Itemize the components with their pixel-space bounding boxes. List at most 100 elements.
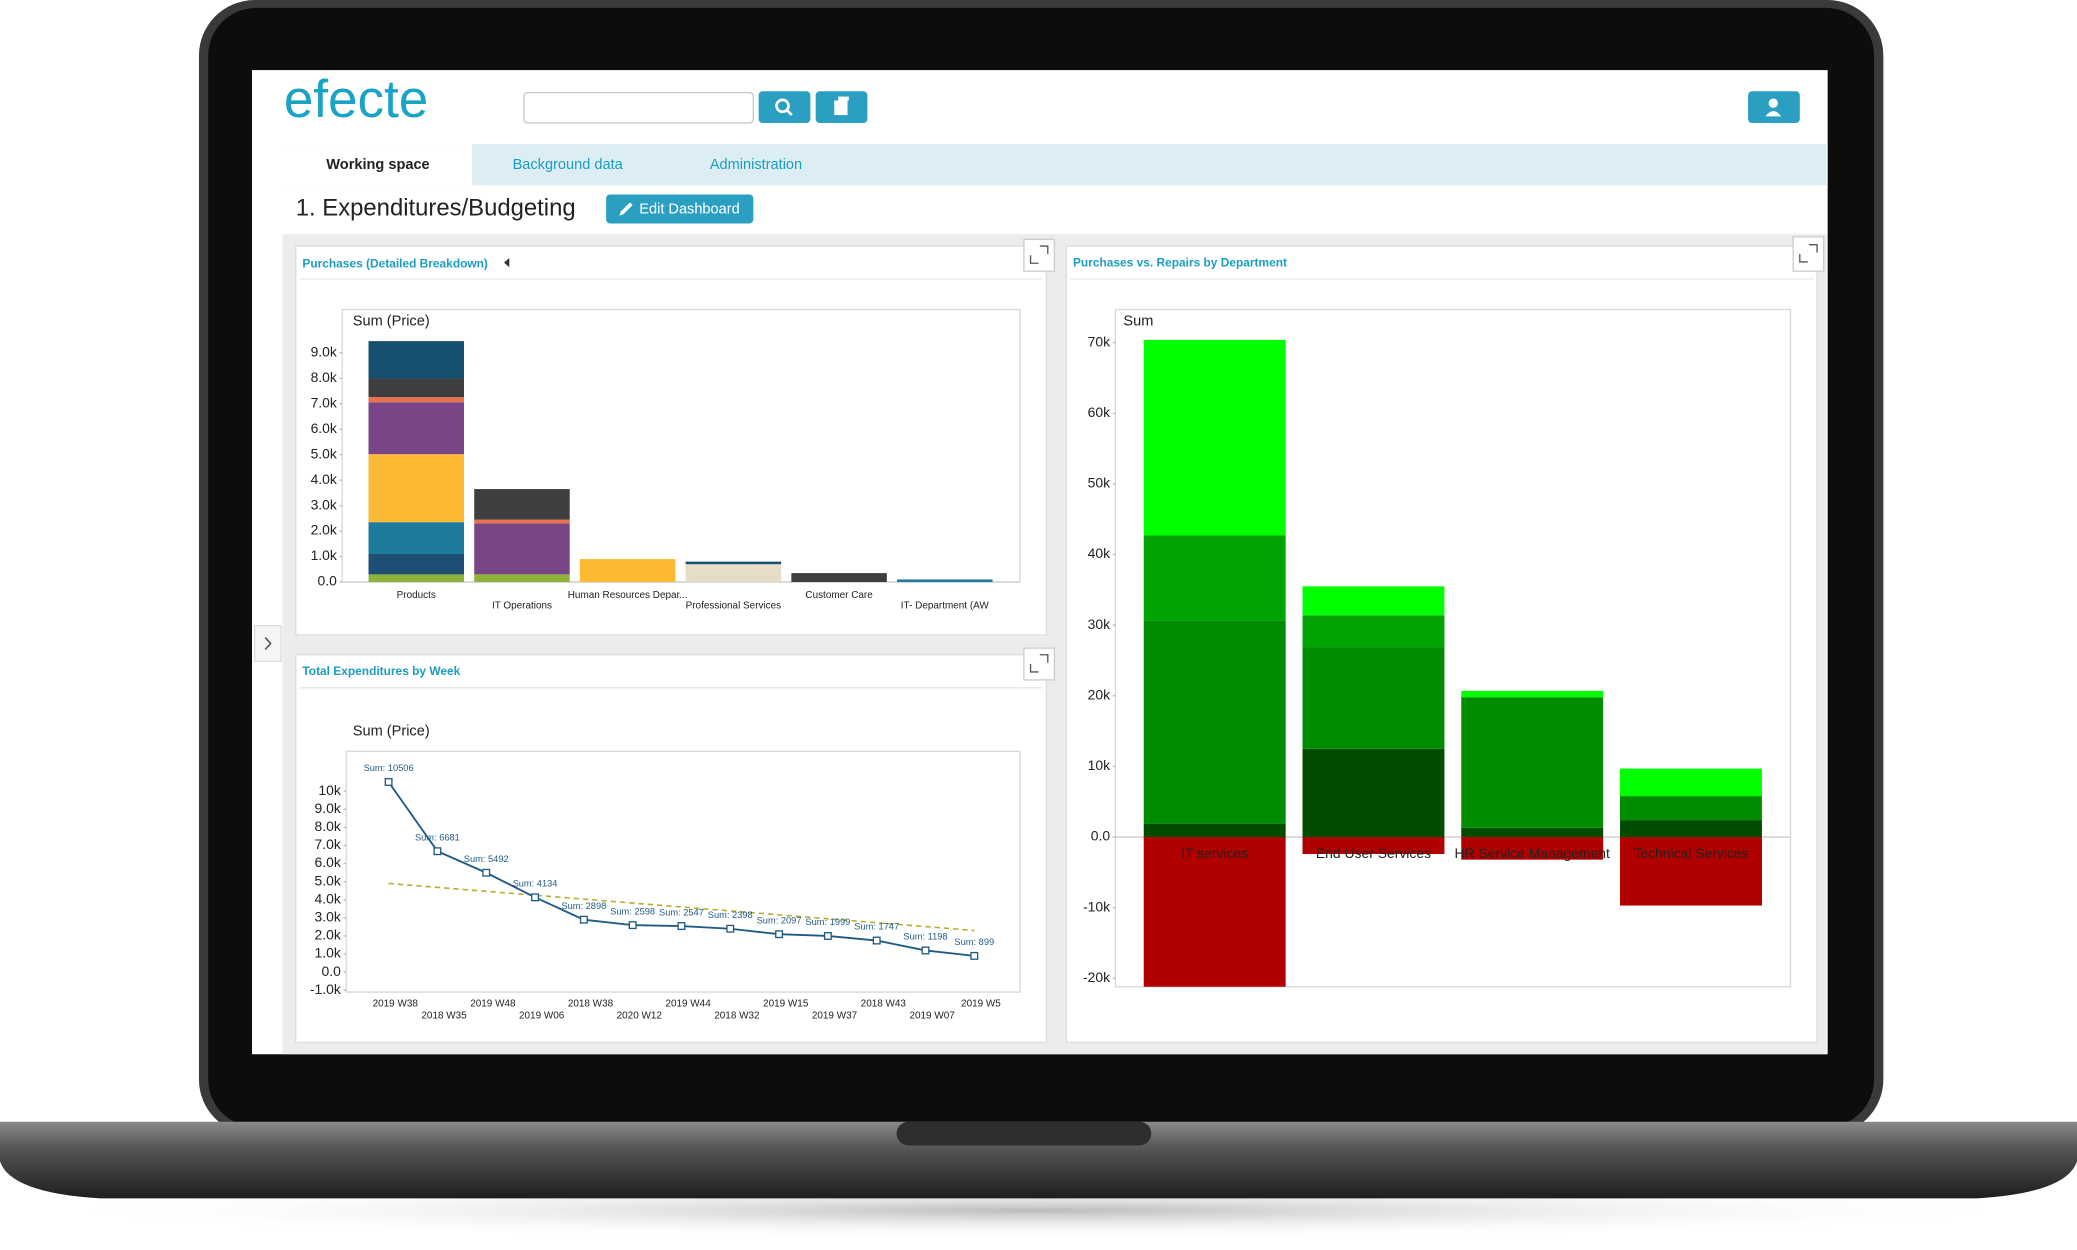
bar-segment: [368, 522, 465, 554]
bar-segment: [579, 559, 676, 583]
bar-segment: [1461, 837, 1604, 860]
data-label: Sum: 5492: [464, 854, 509, 864]
chart: Sum (Price) 0.0 1.0k 2.0k 3.0k 4.0k 5.0k 6.0k 7.…: [311, 308, 1021, 611]
x-tick-label: 2018 W38: [568, 999, 614, 1010]
y-tick-label: 40k: [1088, 545, 1110, 561]
x-tick-label: 2019 W48: [470, 999, 516, 1010]
data-label: Sum: 6681: [415, 832, 460, 842]
search-input[interactable]: [523, 91, 755, 124]
x-tick-label: 2019 W37: [812, 1011, 858, 1022]
edit-button-label[interactable]: Edit Dashboard: [639, 202, 739, 218]
expand-icon: [1029, 245, 1049, 264]
point-marker: [433, 847, 442, 856]
search-button[interactable]: [758, 91, 811, 124]
data-label: Sum: 1999: [805, 917, 850, 927]
x-tick-label: 2019 W06: [519, 1011, 565, 1022]
bar-segment: [368, 341, 465, 379]
edit-button[interactable]: [606, 194, 754, 224]
y-tick-label: 2.0k: [315, 927, 341, 943]
bar-segment: [685, 564, 782, 583]
y-tick-label: 60k: [1088, 404, 1110, 420]
x-tick-label: Products: [397, 590, 436, 601]
bar-segment: [368, 454, 465, 523]
y-tick-label: 1.0k: [311, 547, 337, 563]
expand-button[interactable]: [1792, 236, 1825, 272]
bar-segment: [1143, 837, 1286, 987]
plot-frame: [345, 750, 1021, 993]
point-marker: [531, 893, 540, 902]
bar-segment: [368, 378, 465, 398]
bar-segment: [1461, 697, 1604, 828]
point-marker: [970, 951, 979, 960]
y-tick-label: 3.0k: [311, 496, 337, 512]
bar-segment: [1143, 339, 1286, 536]
data-label: Sum: 2097: [757, 915, 802, 925]
data-label: Sum: 10506: [364, 763, 414, 773]
chart: Sum (Price) -1.0k 0.0 1.0k 2.0k 3.0k 4.0k 5.0k 6…: [310, 723, 1021, 1022]
y-axis-title: Sum: [1123, 313, 1153, 329]
x-tick-label: Professional Services: [686, 600, 782, 611]
bar-segment: [1461, 690, 1604, 698]
new-icon: [834, 100, 848, 116]
expand-button[interactable]: [1023, 647, 1056, 681]
bar-segment: [791, 573, 887, 583]
data-label: Sum: 4134: [513, 879, 558, 889]
bar-segment: [368, 553, 465, 575]
y-tick-label: -1.0k: [310, 981, 341, 997]
point-marker: [482, 868, 491, 877]
y-tick-label: 7.0k: [315, 836, 341, 852]
bar-segment: [1143, 823, 1286, 838]
data-label: Sum: 2398: [708, 910, 753, 920]
point-marker: [823, 932, 832, 940]
panel-title: Purchases (Detailed Breakdown): [302, 257, 488, 271]
x-tick-label: IT Operations: [492, 600, 552, 611]
bar-segment: [685, 561, 782, 565]
point-marker: [872, 936, 881, 945]
x-tick-label: 2019 W07: [909, 1011, 955, 1022]
tab[interactable]: Background data: [513, 157, 624, 173]
bar-segment: [368, 397, 465, 403]
y-axis-title: Sum (Price): [353, 723, 430, 739]
logo: efecte: [284, 70, 428, 129]
active-tab[interactable]: [282, 144, 473, 186]
y-tick-label: 3.0k: [315, 909, 341, 925]
y-tick-label: 6.0k: [311, 420, 337, 436]
y-tick-label: 70k: [1088, 333, 1110, 349]
bar-segment: [1620, 820, 1762, 838]
x-tick-label: 2018 W32: [714, 1011, 760, 1022]
y-tick-label: 2.0k: [311, 522, 337, 538]
x-tick-label: Customer Care: [805, 590, 873, 601]
data-label: Sum: 2547: [659, 907, 704, 917]
y-tick-label: 0.0: [322, 963, 342, 979]
x-tick-label: HR Service Management: [1455, 845, 1611, 861]
y-tick-label: 5.0k: [311, 445, 337, 461]
y-tick-label: 1.0k: [315, 945, 341, 961]
laptop-base: [0, 1121, 2077, 1199]
bar-segment: [1302, 586, 1445, 616]
bar-segment: [474, 489, 570, 520]
user-icon: [1765, 111, 1782, 117]
tab[interactable]: Working space: [326, 157, 429, 173]
expand-icon: [1029, 654, 1049, 673]
y-tick-label: 8.0k: [315, 818, 341, 834]
bar-segment: [368, 574, 465, 583]
search-icon: [785, 108, 793, 117]
bar-segment: [474, 519, 570, 524]
search-icon: [775, 98, 790, 114]
expand-buttons: [1023, 236, 1825, 681]
expand-button[interactable]: [1023, 238, 1056, 272]
bar-segment: [1302, 837, 1445, 855]
x-tick-label: 2018 W43: [861, 999, 907, 1010]
y-tick-label: 4.0k: [311, 471, 337, 487]
x-tick-label: Technical Services: [1633, 845, 1748, 861]
y-tick-label: 0.0: [1091, 828, 1111, 844]
bar-segment: [1620, 796, 1762, 821]
drill-arrow[interactable]: [503, 257, 510, 268]
y-tick-label: 10k: [1088, 757, 1110, 773]
side-toggle[interactable]: [253, 625, 282, 663]
tab[interactable]: Administration: [710, 157, 802, 173]
panel-title: Purchases vs. Repairs by Department: [1073, 255, 1287, 269]
tab-bar: [282, 144, 1827, 186]
